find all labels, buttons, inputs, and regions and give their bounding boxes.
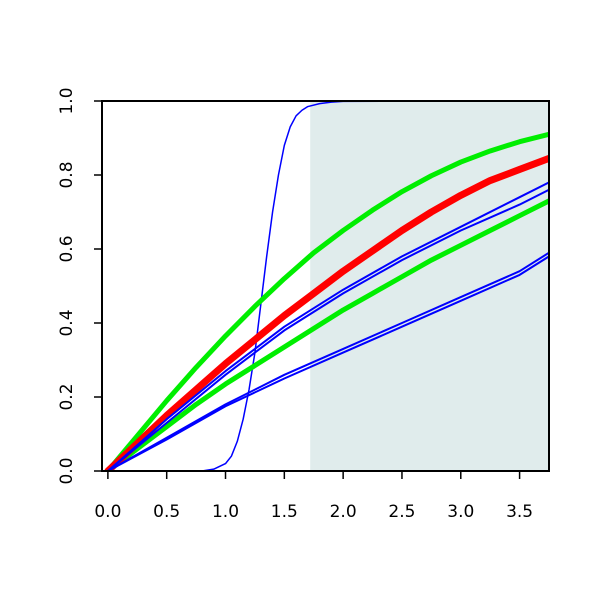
y-tick-label: 0.6 [57, 235, 77, 262]
y-tick-label: 0.0 [57, 457, 77, 484]
x-tick-label: 0.0 [94, 502, 121, 522]
series-line-3 [105, 198, 549, 471]
x-tick-label: 2.0 [330, 502, 357, 522]
series-line-5 [106, 181, 549, 471]
plot-frame [101, 100, 550, 472]
series-line-4 [104, 154, 549, 471]
x-tick-label: 2.5 [388, 502, 415, 522]
series-line-7 [106, 251, 549, 471]
series-line-8 [106, 255, 549, 471]
x-tick-label: 0.5 [153, 502, 180, 522]
x-tick-label: 1.5 [271, 502, 298, 522]
y-tick-label: 1.0 [57, 87, 77, 114]
series-line-6 [106, 188, 549, 471]
shaded-region [310, 101, 549, 471]
x-tick-label: 3.5 [506, 502, 533, 522]
series-layer [104, 101, 549, 471]
x-tick-label: 3.0 [447, 502, 474, 522]
series-line-1 [107, 101, 549, 471]
y-tick-label: 0.4 [57, 309, 77, 336]
x-tick-label: 1.0 [212, 502, 239, 522]
series-line-2 [105, 131, 549, 471]
shaded-region-layer [310, 101, 549, 471]
axes-layer: 0.0 0.5 1.0 1.5 2.0 2.5 3.0 3.5 0.0 0.2 0.4 0.6 0.8 1… [57, 87, 550, 522]
y-tick-label: 0.8 [57, 161, 77, 188]
y-tick-label: 0.2 [57, 383, 77, 410]
